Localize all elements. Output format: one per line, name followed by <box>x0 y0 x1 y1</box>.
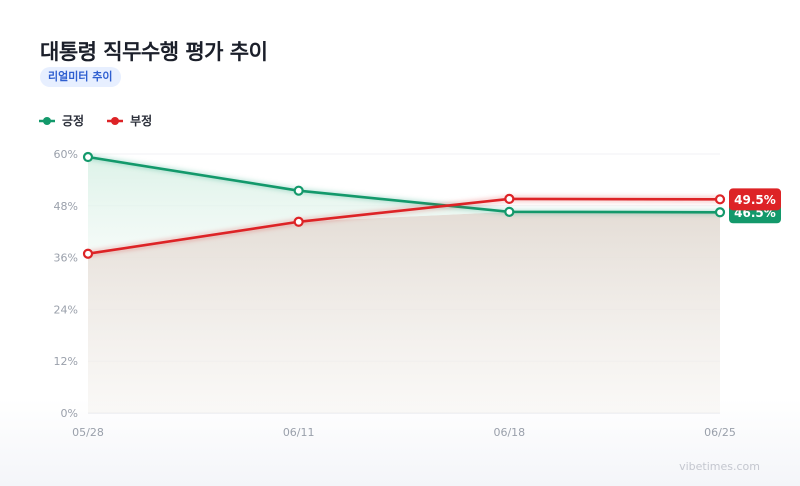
axis-labels: 0% 12% 24% 36% 48% 60% 05/28 06/11 06/18 06/25 <box>54 148 736 439</box>
legend-marker-negative-icon <box>107 116 124 125</box>
data-point-negative[interactable] <box>82 248 94 259</box>
source-badge: 리얼미터 추이 <box>40 67 121 87</box>
legend-label-positive: 긍정 <box>62 114 85 128</box>
series-line-negative <box>87 197 721 256</box>
x-tick-label: 06/18 <box>493 426 525 439</box>
x-tick-label: 05/28 <box>72 426 104 439</box>
legend: 긍정 부정 <box>38 112 152 129</box>
legend-item-negative[interactable]: 부정 <box>106 112 152 129</box>
end-label-text: 49.5% <box>734 193 776 207</box>
series-lines <box>87 154 721 257</box>
chart-title: 대통령 직무수행 평가 추이 <box>40 40 268 64</box>
area-fills <box>88 157 720 413</box>
y-tick-label: 12% <box>54 355 78 368</box>
legend-item-positive[interactable]: 긍정 <box>38 112 84 129</box>
y-tick-label: 24% <box>54 303 78 316</box>
data-point-positive[interactable] <box>714 207 726 218</box>
data-point-positive[interactable] <box>504 206 515 217</box>
end-label-negative: 49.5% <box>729 188 781 211</box>
y-tick-label: 36% <box>54 252 78 265</box>
series-points <box>82 151 726 259</box>
end-label-box <box>729 188 781 211</box>
series-line-positive <box>87 155 721 214</box>
end-value-labels: 46.5%49.5% <box>729 188 781 224</box>
x-tick-label: 06/25 <box>704 426 736 439</box>
data-point-positive[interactable] <box>293 185 304 196</box>
data-point-positive[interactable] <box>82 151 94 163</box>
watermark: vibetimes.com <box>679 460 760 473</box>
area-base-fill <box>88 211 720 413</box>
data-point-negative[interactable] <box>714 194 726 205</box>
x-tick-label: 06/11 <box>283 426 315 439</box>
y-tick-label: 0% <box>61 407 78 420</box>
y-tick-label: 60% <box>54 148 78 161</box>
legend-label-negative: 부정 <box>130 114 153 128</box>
data-point-negative[interactable] <box>504 193 515 204</box>
y-tick-label: 48% <box>54 200 78 213</box>
legend-marker-positive-icon <box>39 116 55 125</box>
data-point-negative[interactable] <box>293 216 304 227</box>
